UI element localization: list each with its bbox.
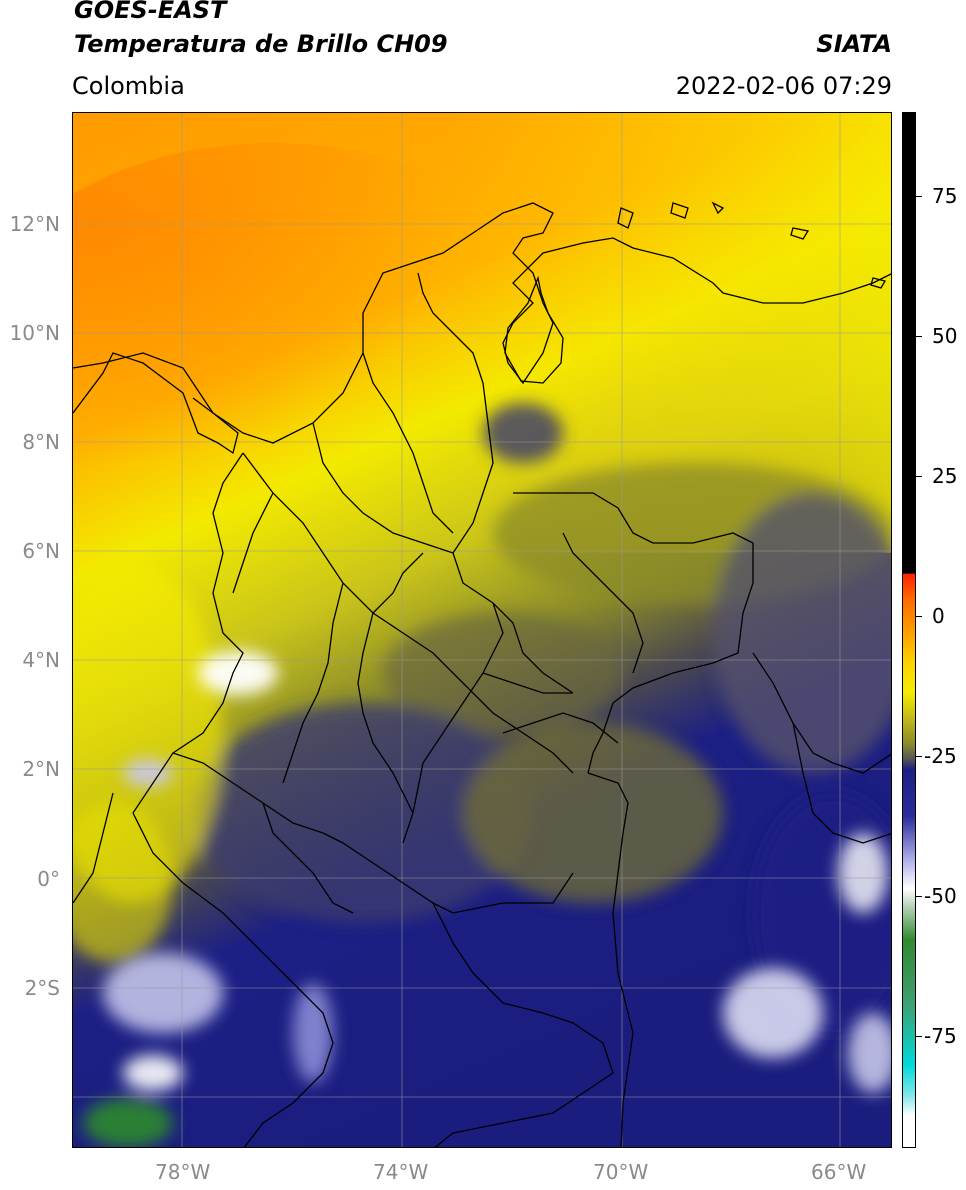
colorbar: [902, 112, 916, 1148]
colorbar-tick-label: 0: [932, 604, 945, 628]
colorbar-tick-label: 75: [932, 184, 958, 208]
colorbar-tick: [916, 616, 922, 617]
colorbar-tick: [916, 896, 922, 897]
region-label: Colombia: [72, 72, 185, 100]
graticule: [73, 113, 891, 1147]
latitude-label: 0°: [37, 867, 60, 891]
colorbar-tick: [916, 476, 922, 477]
longitude-label: 70°W: [593, 1160, 649, 1184]
latitude-label: 4°N: [22, 648, 60, 672]
longitude-label: 78°W: [155, 1160, 211, 1184]
longitude-label: 66°W: [811, 1160, 867, 1184]
latitude-label: 10°N: [9, 321, 60, 345]
colorbar-tick-label: -75: [924, 1024, 957, 1048]
product-title: Temperatura de Brillo CH09: [74, 30, 448, 58]
longitude-label: 74°W: [373, 1160, 429, 1184]
timestamp-label: 2022-02-06 07:29: [675, 72, 892, 100]
satellite-title: GOES-EAST: [74, 0, 227, 24]
colorbar-tick: [916, 196, 922, 197]
colorbar-tick: [916, 1036, 922, 1037]
latitude-label: 8°N: [22, 430, 60, 454]
latitude-label: 2°S: [24, 976, 60, 1000]
colorbar-tick: [916, 336, 922, 337]
colorbar-tick-label: 50: [932, 324, 958, 348]
colorbar-tick-label: -25: [924, 744, 957, 768]
colorbar-tick-label: -50: [924, 884, 957, 908]
warm-region: [73, 143, 573, 543]
latitude-label: 2°N: [22, 757, 60, 781]
cold-cloud-tops: [83, 651, 891, 1147]
latitude-label: 6°N: [22, 539, 60, 563]
colorbar-tick: [916, 756, 922, 757]
borders: [73, 201, 891, 1147]
latitude-label: 12°N: [9, 212, 60, 236]
colorbar-tick-label: 25: [932, 464, 958, 488]
agency-label: SIATA: [816, 30, 892, 58]
satellite-map: [72, 112, 892, 1148]
